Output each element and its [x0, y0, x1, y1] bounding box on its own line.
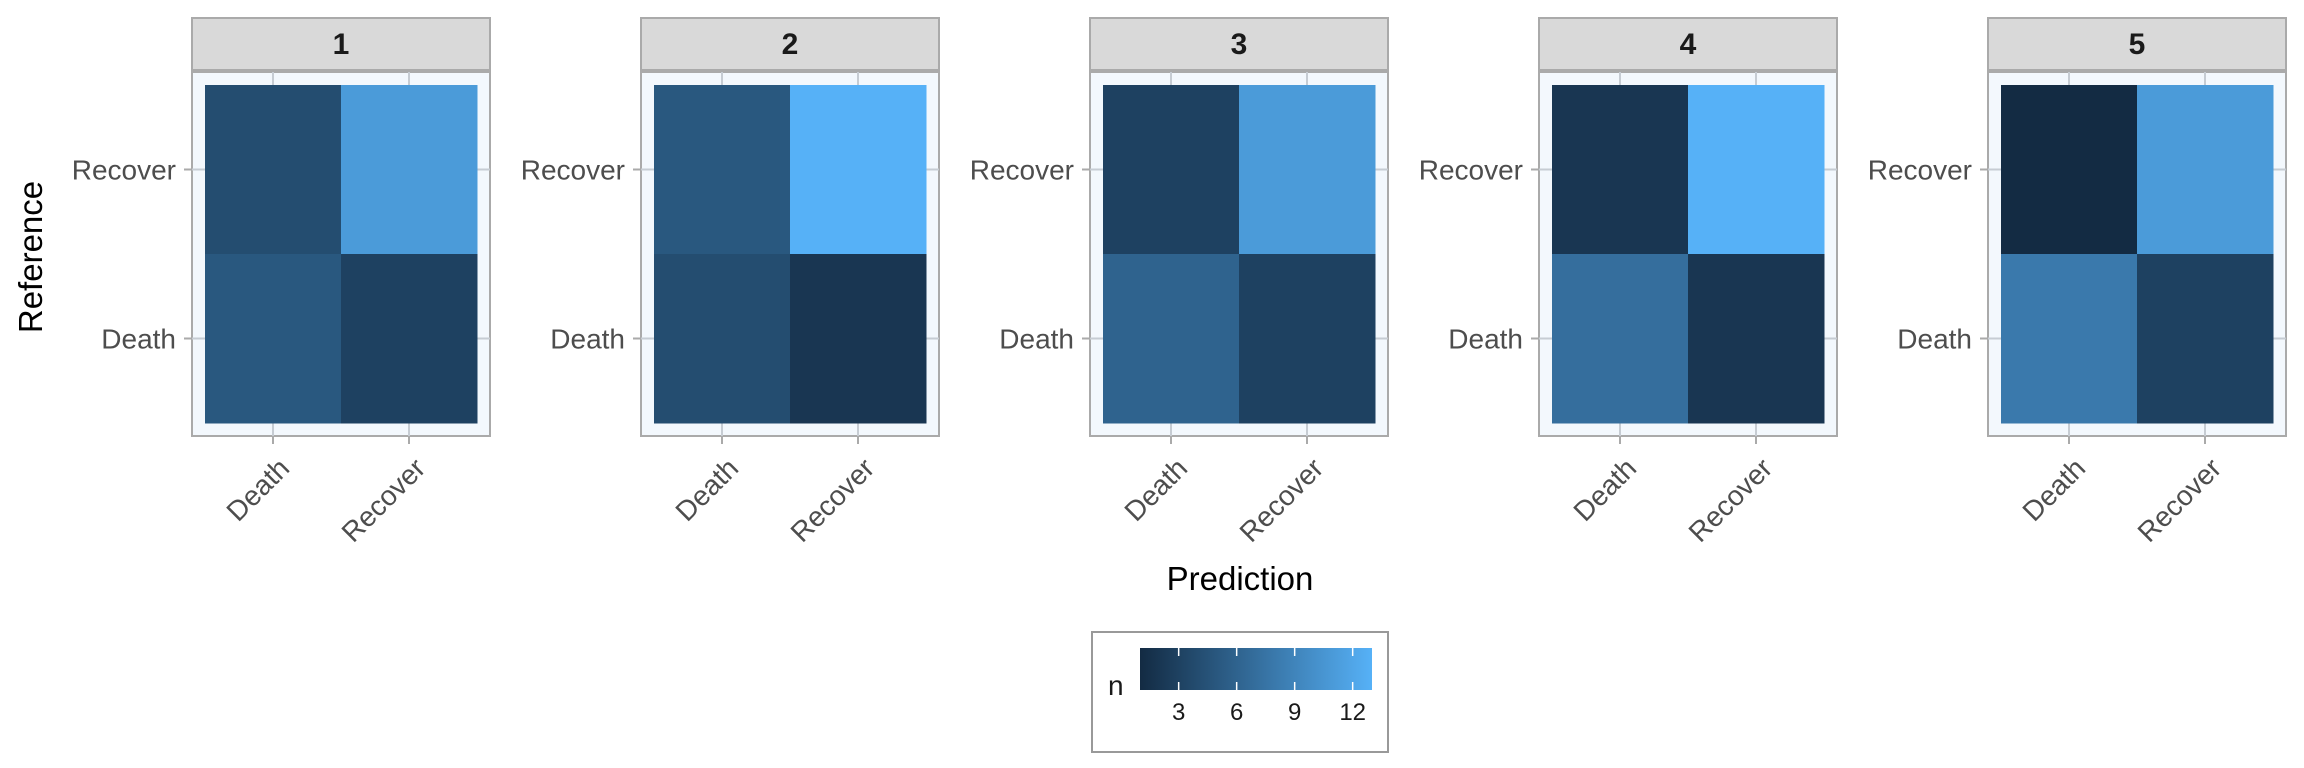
y-axis-title: Reference — [12, 181, 49, 333]
facet-strip — [1538, 17, 1838, 71]
legend-break-label: 12 — [1339, 699, 1366, 726]
facet-strip-label: 4 — [1680, 28, 1697, 61]
heatmap-tile — [1103, 254, 1240, 424]
facet-strip — [191, 17, 491, 71]
heatmap-tile — [341, 254, 478, 424]
y-tick-label: Death — [1448, 324, 1523, 355]
y-tick-label: Recover — [1419, 155, 1523, 186]
heatmap-tile — [205, 254, 342, 424]
y-tick-label: Death — [550, 324, 625, 355]
legend-break-label: 3 — [1172, 699, 1185, 726]
facet-strip-label: 3 — [1231, 28, 1248, 61]
facet-panel-1: 1 Death Recover Death Recover — [72, 17, 491, 548]
x-tick-label: Death — [669, 452, 744, 527]
heatmap-tile — [205, 85, 342, 255]
y-tick-label: Death — [999, 324, 1074, 355]
y-tick-label: Recover — [72, 155, 176, 186]
x-tick-label: Recover — [1234, 452, 1330, 548]
facet-strip — [1089, 17, 1389, 71]
x-axis-title: Prediction — [1167, 560, 1314, 597]
x-tick-label: Death — [1567, 452, 1642, 527]
heatmap-tile — [1239, 85, 1376, 255]
heatmap-tile — [654, 254, 791, 424]
facet-panel-4: 4 Death Recover Death Recover — [1419, 17, 1838, 548]
facet-strip — [640, 17, 940, 71]
legend-title: n — [1108, 670, 1124, 701]
x-tick-label: Death — [2016, 452, 2091, 527]
x-tick-label: Recover — [336, 452, 432, 548]
heatmap-tile — [790, 254, 927, 424]
legend-break-label: 6 — [1230, 699, 1243, 726]
y-tick-label: Recover — [521, 155, 625, 186]
facet-strip — [1987, 17, 2287, 71]
facet-panel-2: 2 Death Recover Death Recover — [521, 17, 940, 548]
heatmap-tile — [790, 85, 927, 255]
heatmap-tile — [654, 85, 791, 255]
color-legend: n 3 6 9 12 — [1091, 631, 1389, 753]
heatmap-tile — [1552, 254, 1689, 424]
heatmap-tile — [2001, 254, 2138, 424]
facet-strip-label: 2 — [782, 28, 799, 61]
heatmap-tile — [1103, 85, 1240, 255]
x-tick-label: Recover — [785, 452, 881, 548]
y-tick-label: Death — [101, 324, 176, 355]
y-tick-label: Recover — [970, 155, 1074, 186]
heatmap-tile — [1688, 85, 1825, 255]
heatmap-tile — [2137, 254, 2274, 424]
heatmap-tile — [1239, 254, 1376, 424]
heatmap-tile — [1552, 85, 1689, 255]
facet-panel-3: 3 Death Recover Death Recover — [970, 17, 1389, 548]
heatmap-tile — [1688, 254, 1825, 424]
legend-colorbar — [1140, 648, 1372, 690]
legend-break-label: 9 — [1288, 699, 1301, 726]
heatmap-tile — [2137, 85, 2274, 255]
facet-strip-label: 5 — [2129, 28, 2146, 61]
facet-panels: 1 Death Recover Death Recover 2 Death Recover De… — [72, 17, 2287, 548]
x-tick-label: Recover — [2132, 452, 2228, 548]
facet-panel-5: 5 Death Recover Death Recover — [1868, 17, 2287, 548]
x-tick-label: Death — [220, 452, 295, 527]
y-tick-label: Death — [1897, 324, 1972, 355]
y-tick-label: Recover — [1868, 155, 1972, 186]
heatmap-tile — [341, 85, 478, 255]
facet-strip-label: 1 — [333, 28, 350, 61]
heatmap-tile — [2001, 85, 2138, 255]
x-tick-label: Death — [1118, 452, 1193, 527]
x-tick-label: Recover — [1683, 452, 1779, 548]
